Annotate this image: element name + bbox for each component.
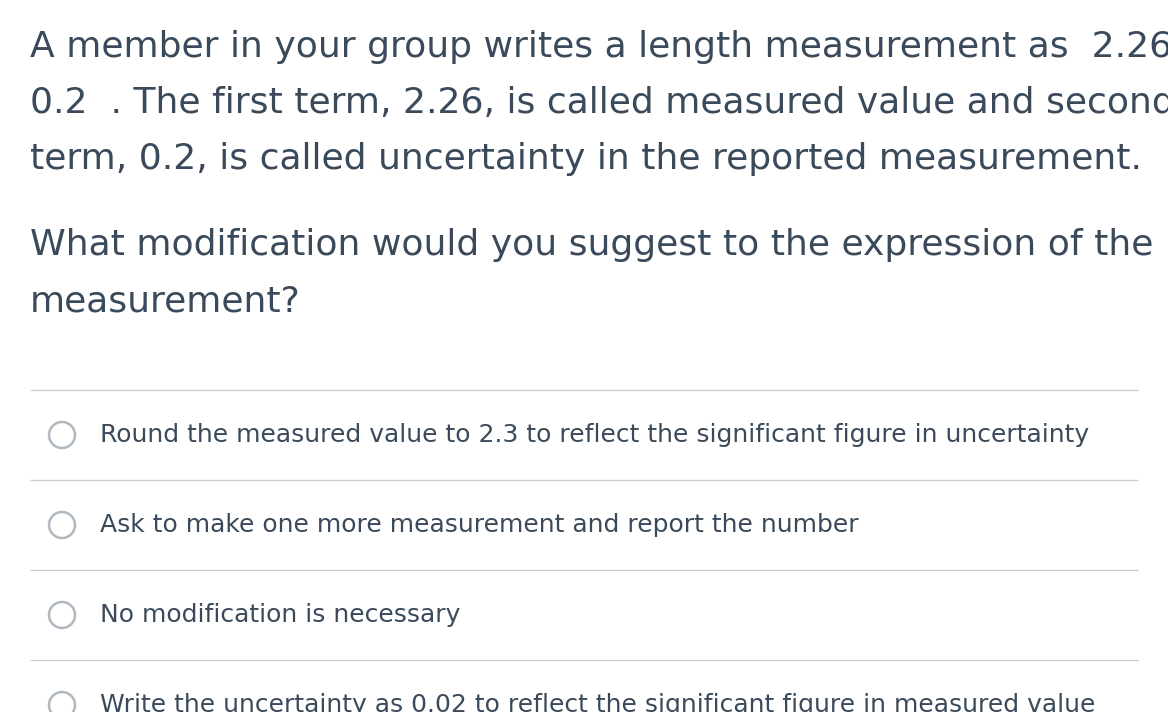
Text: term, 0.2, is called uncertainty in the reported measurement.: term, 0.2, is called uncertainty in the … <box>30 142 1142 176</box>
Text: Write the uncertainty as 0.02 to reflect the significant figure in measured valu: Write the uncertainty as 0.02 to reflect… <box>100 693 1096 712</box>
Text: Ask to make one more measurement and report the number: Ask to make one more measurement and rep… <box>100 513 858 537</box>
Text: measurement?: measurement? <box>30 284 300 318</box>
Text: What modification would you suggest to the expression of the: What modification would you suggest to t… <box>30 228 1153 262</box>
Text: A member in your group writes a length measurement as  2.26 ±: A member in your group writes a length m… <box>30 30 1168 64</box>
Text: No modification is necessary: No modification is necessary <box>100 603 460 627</box>
Text: Round the measured value to 2.3 to reflect the significant figure in uncertainty: Round the measured value to 2.3 to refle… <box>100 423 1089 447</box>
Text: 0.2  . The first term, 2.26, is called measured value and second: 0.2 . The first term, 2.26, is called me… <box>30 86 1168 120</box>
